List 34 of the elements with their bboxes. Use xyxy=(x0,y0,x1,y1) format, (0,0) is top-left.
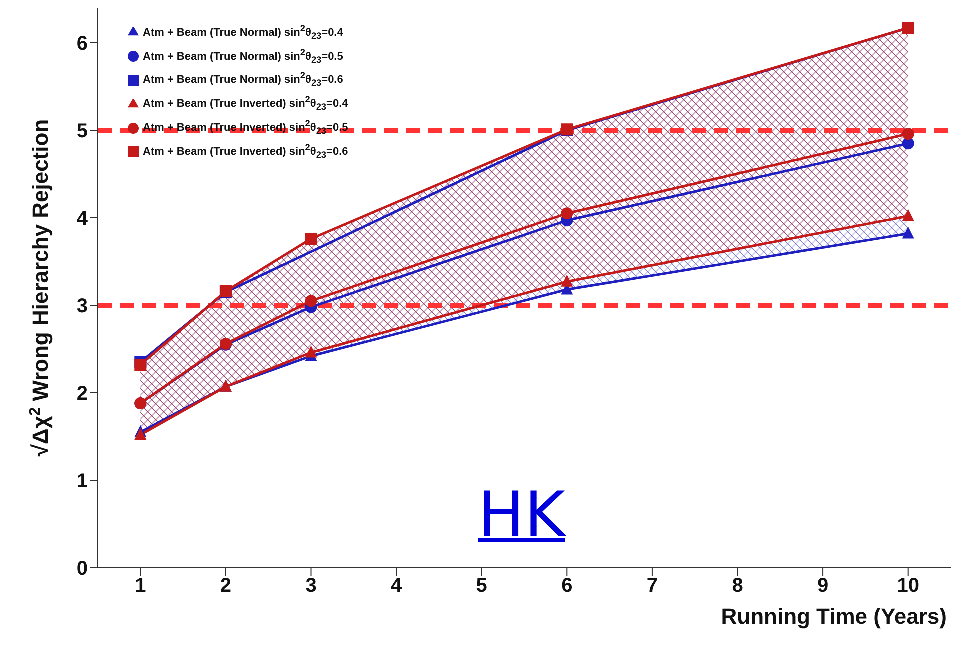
x-tick-label: 9 xyxy=(817,575,829,598)
point xyxy=(134,428,147,440)
x-tick-label: 8 xyxy=(732,575,744,598)
x-tick-label: 7 xyxy=(646,575,658,598)
x-tick-label: 3 xyxy=(306,575,317,598)
y-tick-label: 1 xyxy=(76,470,88,493)
y-tick-label: 3 xyxy=(76,296,88,318)
point xyxy=(305,295,318,308)
y-tick-label: 2 xyxy=(76,383,88,406)
y-tick-label: 0 xyxy=(76,558,88,580)
x-tick-label: 1 xyxy=(135,575,146,598)
point xyxy=(305,233,318,245)
point xyxy=(902,209,914,222)
x-tick-label: 6 xyxy=(562,575,573,598)
annotation: HK xyxy=(478,478,566,551)
legend-label: Atm + Beam (True Inverted) sin$^{2}$θ$_{23}$=0.4 xyxy=(143,94,348,112)
legend-label: Atm + Beam (True Normal) sin$^{2}$θ$_{23}$=0.5 xyxy=(143,46,344,65)
point xyxy=(561,274,574,287)
point xyxy=(902,226,914,239)
x-tick-label: 5 xyxy=(476,575,488,598)
x-tick-label: 4 xyxy=(390,575,403,598)
point xyxy=(902,128,914,140)
point xyxy=(134,359,147,371)
point xyxy=(305,346,318,358)
legend-label: Atm + Beam (True Normal) sin$^{2}$θ$_{23}$=0.6 xyxy=(143,70,344,89)
x-tick-label: 10 xyxy=(897,575,920,598)
point xyxy=(561,208,574,220)
y-tick-label: 5 xyxy=(76,120,88,143)
legend-label: Atm + Beam (True Inverted) sin$^{2}$θ$_{23}$=0.6 xyxy=(143,142,348,160)
x-axis-title: Running Time (Years) xyxy=(721,604,947,629)
legend-label: Atm + Beam (True Normal) sin$^{2}$θ$_{23}$=0.4 xyxy=(143,23,344,41)
y-tick-label: 4 xyxy=(76,208,89,230)
x-tick-label: 2 xyxy=(220,575,232,598)
y-tick-label: 6 xyxy=(76,33,88,56)
